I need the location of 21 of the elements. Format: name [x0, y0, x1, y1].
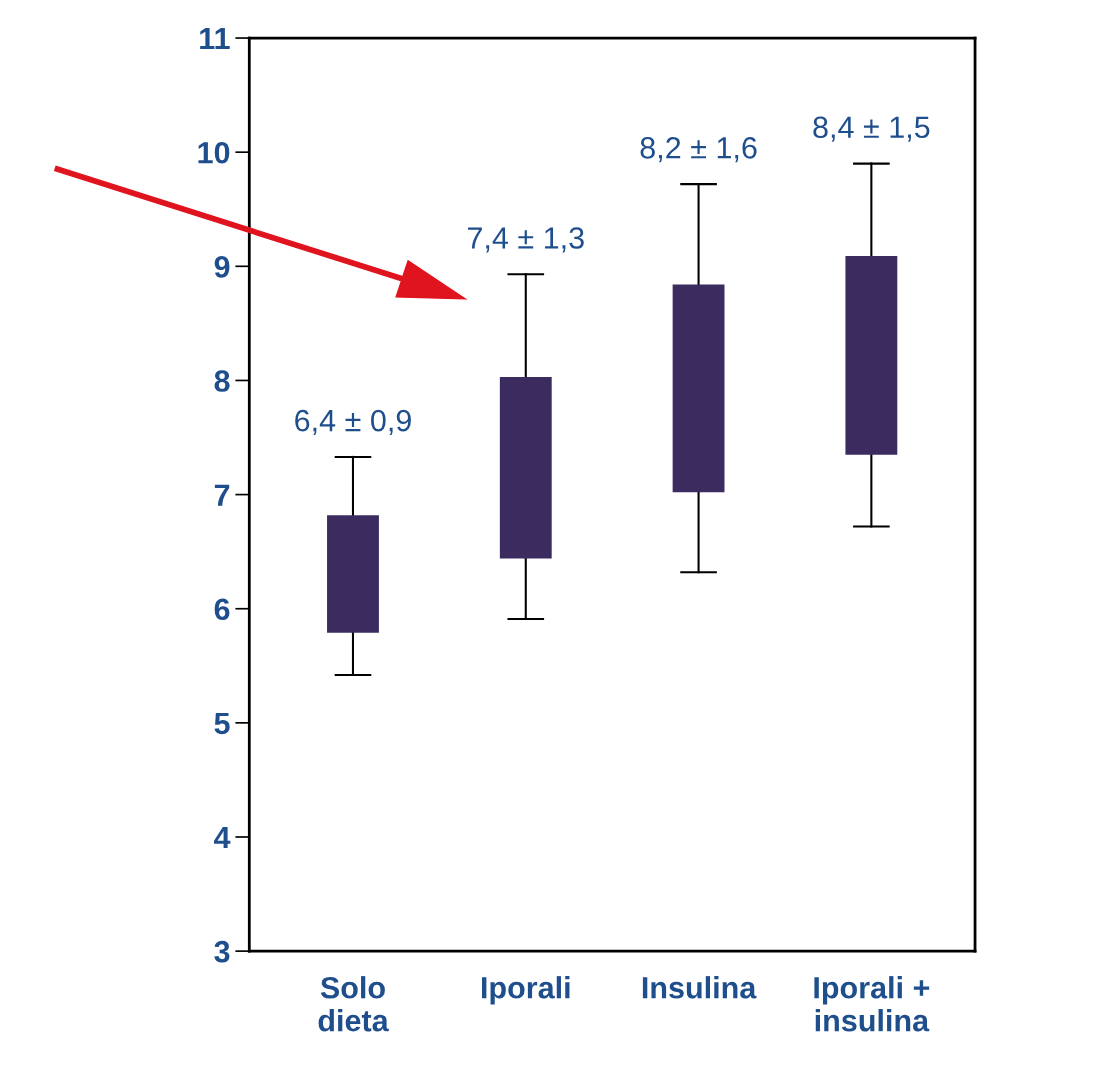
y-tick-label: 5	[214, 712, 230, 735]
y-tick-label: 8	[214, 370, 230, 392]
x-tick-label: Solo dieta	[318, 976, 389, 1032]
bar	[845, 256, 898, 455]
y-tick-label: 4	[214, 827, 231, 849]
annotation: 8,2 ± 1,6	[640, 137, 757, 163]
annotation: 8,4 ± 1,5	[813, 116, 930, 142]
annotation: 7,4 ± 1,3	[467, 227, 584, 253]
bar	[327, 515, 379, 633]
x-tick-label: Iporali	[481, 976, 570, 1005]
y-tick-label: 10	[198, 141, 230, 164]
y-tick-label: 9	[214, 256, 230, 278]
bar	[499, 377, 552, 559]
y-tick-label: 6	[214, 598, 230, 621]
x-tick-label: Insulina	[642, 976, 757, 999]
x-tick-label: Iporali + insulina	[814, 976, 930, 1032]
y-tick-label: 3	[214, 940, 230, 963]
bar	[672, 284, 725, 493]
y-tick-label: 11	[200, 28, 230, 50]
annotation: 6,4 ± 0,9	[295, 409, 411, 436]
y-tick-label: 7	[214, 484, 230, 506]
